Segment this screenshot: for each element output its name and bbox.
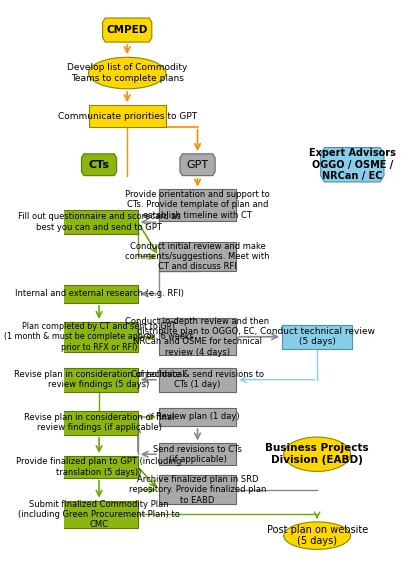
FancyBboxPatch shape [88,105,166,127]
Text: CMPED: CMPED [106,25,148,35]
Ellipse shape [284,522,351,550]
Text: Plan completed by CT and sent to GPT
(1 month & must be complete approx. 6 weeks: Plan completed by CT and sent to GPT (1 … [4,322,194,351]
Text: Conduct in-depth review and then
distribute plan to OGGO, EC,
NRCan and OSME for: Conduct in-depth review and then distrib… [126,317,270,357]
Text: Provide orientation and support to
CTs. Provide template of plan and
establish t: Provide orientation and support to CTs. … [125,190,270,220]
Ellipse shape [284,437,351,471]
FancyBboxPatch shape [60,367,138,392]
FancyBboxPatch shape [60,210,138,234]
Text: Business Projects
Division (EABD): Business Projects Division (EABD) [265,444,369,465]
FancyBboxPatch shape [282,325,352,348]
FancyBboxPatch shape [159,408,236,426]
Text: Submit finalized Commodity Plan
(including Green Procurement Plan) to
CMC: Submit finalized Commodity Plan (includi… [18,499,180,529]
Polygon shape [180,154,215,176]
FancyBboxPatch shape [60,411,138,435]
FancyBboxPatch shape [60,285,138,303]
Text: Conduct initial review and make
comments/suggestions. Meet with
CT and discuss R: Conduct initial review and make comments… [125,241,270,271]
FancyBboxPatch shape [60,456,138,478]
Text: Post plan on website
(5 days): Post plan on website (5 days) [266,525,368,547]
FancyBboxPatch shape [159,475,236,504]
Polygon shape [321,147,384,182]
Text: Internal and external research (e.g. RFI): Internal and external research (e.g. RFI… [15,289,183,298]
FancyBboxPatch shape [159,241,236,271]
Text: Revise plan in consideration of technical
review findings (5 days): Revise plan in consideration of technica… [14,370,184,389]
FancyBboxPatch shape [159,444,236,465]
Text: CTs: CTs [88,160,110,170]
Text: Develop list of Commodity
Teams to complete plans: Develop list of Commodity Teams to compl… [67,63,187,83]
Text: Review plan (1 day): Review plan (1 day) [156,412,239,422]
FancyBboxPatch shape [159,318,236,355]
Text: Expert Advisors
OGGO / OSME /
NRCan / EC: Expert Advisors OGGO / OSME / NRCan / EC [309,148,396,181]
Polygon shape [81,154,117,176]
FancyBboxPatch shape [60,322,138,351]
Text: Conduct technical review
(5 days): Conduct technical review (5 days) [260,327,374,346]
Text: Communicate priorities to GPT: Communicate priorities to GPT [58,112,197,120]
Text: Revise plan in consideration of final
review findings (if applicable): Revise plan in consideration of final re… [24,413,174,433]
FancyBboxPatch shape [159,189,236,221]
Text: Provide finalized plan to GPT (including
translation (5 days)): Provide finalized plan to GPT (including… [16,457,182,476]
Polygon shape [103,18,152,42]
Text: Consolidate & send revisions to
CTs (1 day): Consolidate & send revisions to CTs (1 d… [131,370,264,389]
Text: Send revisions to CTs
(if applicable): Send revisions to CTs (if applicable) [153,445,242,464]
Text: Fill out questionnaire and scorecard as
best you can and send to GPT: Fill out questionnaire and scorecard as … [18,213,181,232]
Text: GPT: GPT [186,160,208,170]
FancyBboxPatch shape [159,367,236,392]
Ellipse shape [88,57,166,89]
Text: Archive finalized plan in SRD
repository. Provide finalized plan
to EABD: Archive finalized plan in SRD repository… [129,475,266,505]
FancyBboxPatch shape [60,501,138,528]
